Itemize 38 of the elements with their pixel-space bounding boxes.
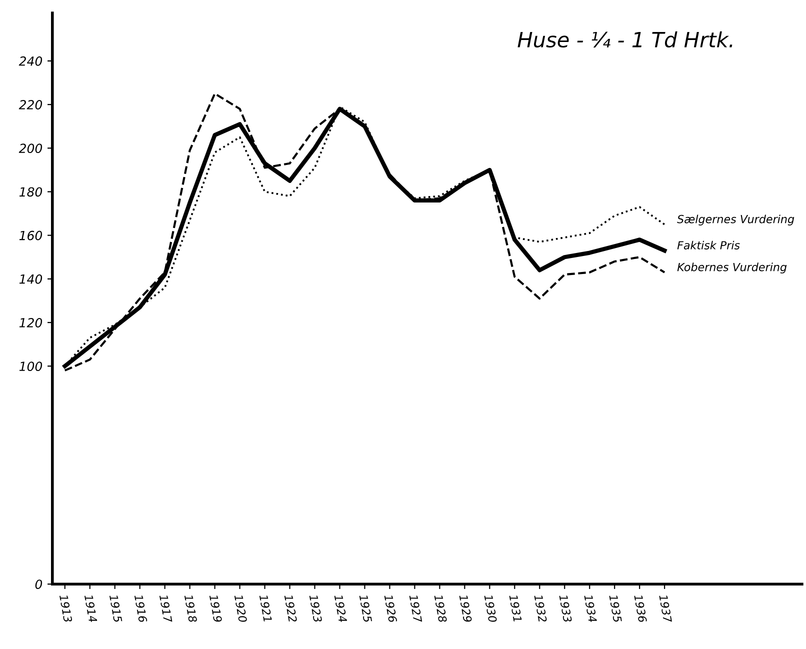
x-tick-label: 1924: [334, 594, 348, 622]
x-tick-label: 1929: [459, 594, 472, 622]
x-tick-label: 1914: [84, 594, 98, 622]
y-tick-label: 180: [19, 187, 42, 197]
x-tick-label: 1922: [284, 594, 298, 622]
x-tick-label: 1915: [109, 594, 122, 623]
x-tick-label: 1926: [384, 594, 398, 623]
x-tick-label: 1933: [559, 594, 572, 622]
series-label: Kobernes Vurdering: [677, 262, 787, 274]
x-tick-label: 1931: [509, 594, 522, 622]
x-tick-label: 1932: [534, 594, 548, 622]
y-tick-label: 120: [19, 318, 42, 328]
x-tick-label: 1920: [234, 594, 248, 623]
x-tick-label: 1921: [259, 594, 272, 622]
series-label: Sælgernes Vurdering: [677, 214, 794, 226]
y-tick-label: 0: [35, 580, 42, 590]
x-tick-label: 1916: [134, 594, 148, 623]
y-tick-label: 220: [18, 100, 42, 110]
x-tick-label: 1936: [634, 594, 648, 623]
text: Huse - ¼ - 1 Td Hrtk.: [518, 31, 732, 48]
x-tick-label: 1927: [409, 594, 422, 624]
x-tick-label: 1913: [59, 594, 72, 622]
x-tick-label: 1917: [159, 594, 172, 624]
x-tick-label: 1937: [659, 594, 672, 624]
y-tick-label: 100: [19, 362, 42, 372]
x-tick-label: 1925: [359, 594, 372, 623]
y-tick-label: 160: [19, 230, 42, 240]
y-tick-label: 240: [18, 56, 42, 66]
x-tick-label: 1918: [184, 594, 198, 623]
x-tick-label: 1928: [434, 594, 448, 623]
x-tick-label: 1930: [484, 594, 498, 623]
x-tick-label: 1919: [209, 594, 222, 622]
x-tick-label: 1923: [309, 594, 322, 622]
x-tick-label: 1935: [609, 594, 622, 623]
series-label: Faktisk Pris: [677, 240, 740, 250]
x-tick-label: 1934: [584, 594, 598, 622]
y-tick-label: 200: [18, 144, 42, 154]
y-tick-label: 140: [19, 274, 42, 284]
